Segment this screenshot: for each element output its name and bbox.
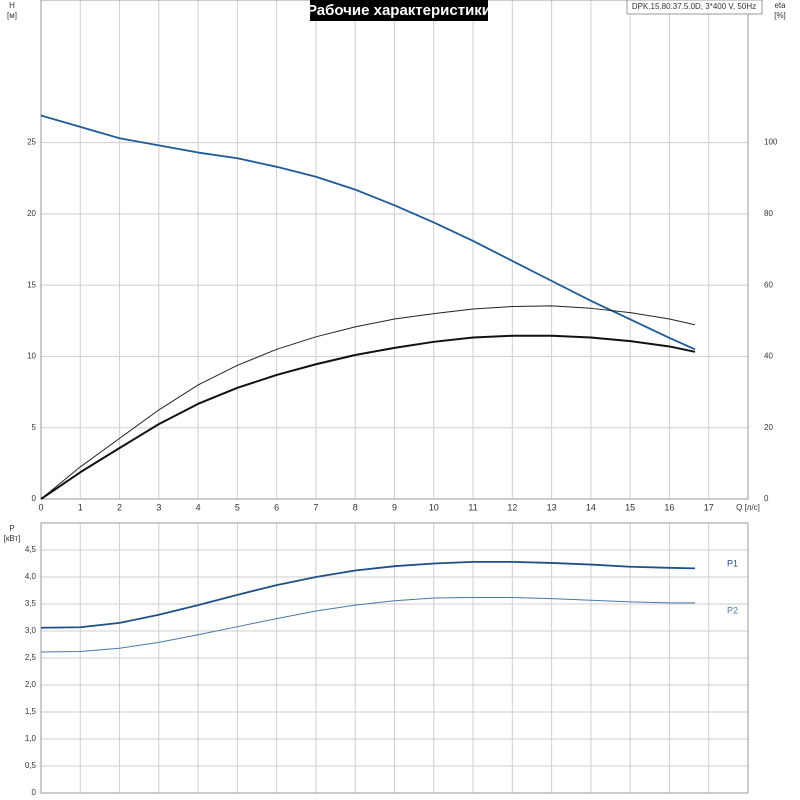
x-tick-label: 1: [78, 502, 83, 512]
y-tick-label: 4,5: [25, 545, 37, 554]
y-tick-label: 2,5: [25, 653, 37, 662]
x-tick-label: 10: [429, 502, 439, 512]
y2-tick-label: 60: [764, 280, 773, 289]
series-label: P2: [727, 605, 738, 615]
chart-title: Рабочие характеристики: [307, 2, 491, 19]
y-tick-label: 20: [27, 209, 36, 218]
series-label: P1: [727, 559, 738, 569]
y2-tick-label: 40: [764, 352, 773, 361]
curve: [40, 305, 696, 500]
y-tick-label: 5: [32, 423, 37, 432]
subtitle-box: [626, 0, 763, 15]
y-tick-label: 15: [27, 280, 36, 289]
x-tick-label: 12: [507, 502, 517, 512]
curve: [40, 597, 695, 653]
x-tick-label: 16: [664, 502, 674, 512]
x-tick-label: 5: [235, 502, 240, 512]
y-tick-label: 0: [32, 788, 37, 797]
y-tick-label: 0: [32, 494, 37, 503]
title-box: [310, 0, 488, 21]
y2-tick-label: 20: [764, 423, 773, 432]
y-tick-label: 2,0: [25, 680, 37, 689]
plot-frame: [40, 522, 749, 794]
y-tick-label: 1,5: [25, 707, 37, 716]
plot-frame: [40, 0, 749, 500]
y-tick-label: 1,0: [25, 734, 37, 743]
curve: [40, 334, 696, 500]
y-axis-label: P: [9, 524, 14, 533]
x-tick-label: 17: [704, 502, 714, 512]
x-tick-label: 6: [274, 502, 279, 512]
y-tick-label: 0,5: [25, 761, 37, 770]
curve: [40, 114, 696, 351]
y-tick-label: 10: [27, 352, 36, 361]
x-tick-label: 3: [156, 502, 161, 512]
y2-tick-label: 0: [764, 494, 769, 503]
x-tick-label: 15: [625, 502, 635, 512]
x-tick-label: 14: [586, 502, 596, 512]
x-tick-label: 4: [196, 502, 201, 512]
subtitle: DPK.15.80.37.5.0D, 3*400 V, 50Hz: [632, 2, 756, 11]
curve: [40, 560, 695, 629]
y2-tick-label: 100: [764, 138, 778, 147]
x-tick-label: 2: [117, 502, 122, 512]
x-axis-label: Q [л/с]: [736, 503, 760, 512]
x-tick-label: 7: [313, 502, 318, 512]
x-tick-label: 13: [547, 502, 557, 512]
y2-axis-label: eta: [774, 1, 786, 10]
y2-axis-label: [%]: [774, 11, 786, 20]
x-tick-label: 8: [353, 502, 358, 512]
y-axis-label: H: [9, 1, 15, 10]
y2-tick-label: 80: [764, 209, 773, 218]
y-axis-label: [м]: [7, 11, 17, 20]
x-tick-label: 0: [38, 502, 43, 512]
y-tick-label: 3,5: [25, 599, 37, 608]
y-tick-label: 25: [27, 138, 36, 147]
y-tick-label: 4,0: [25, 572, 37, 581]
x-tick-label: 9: [392, 502, 397, 512]
x-tick-label: 11: [468, 502, 477, 512]
y-tick-label: 3,0: [25, 626, 37, 635]
y-axis-label: [кВт]: [4, 534, 21, 543]
